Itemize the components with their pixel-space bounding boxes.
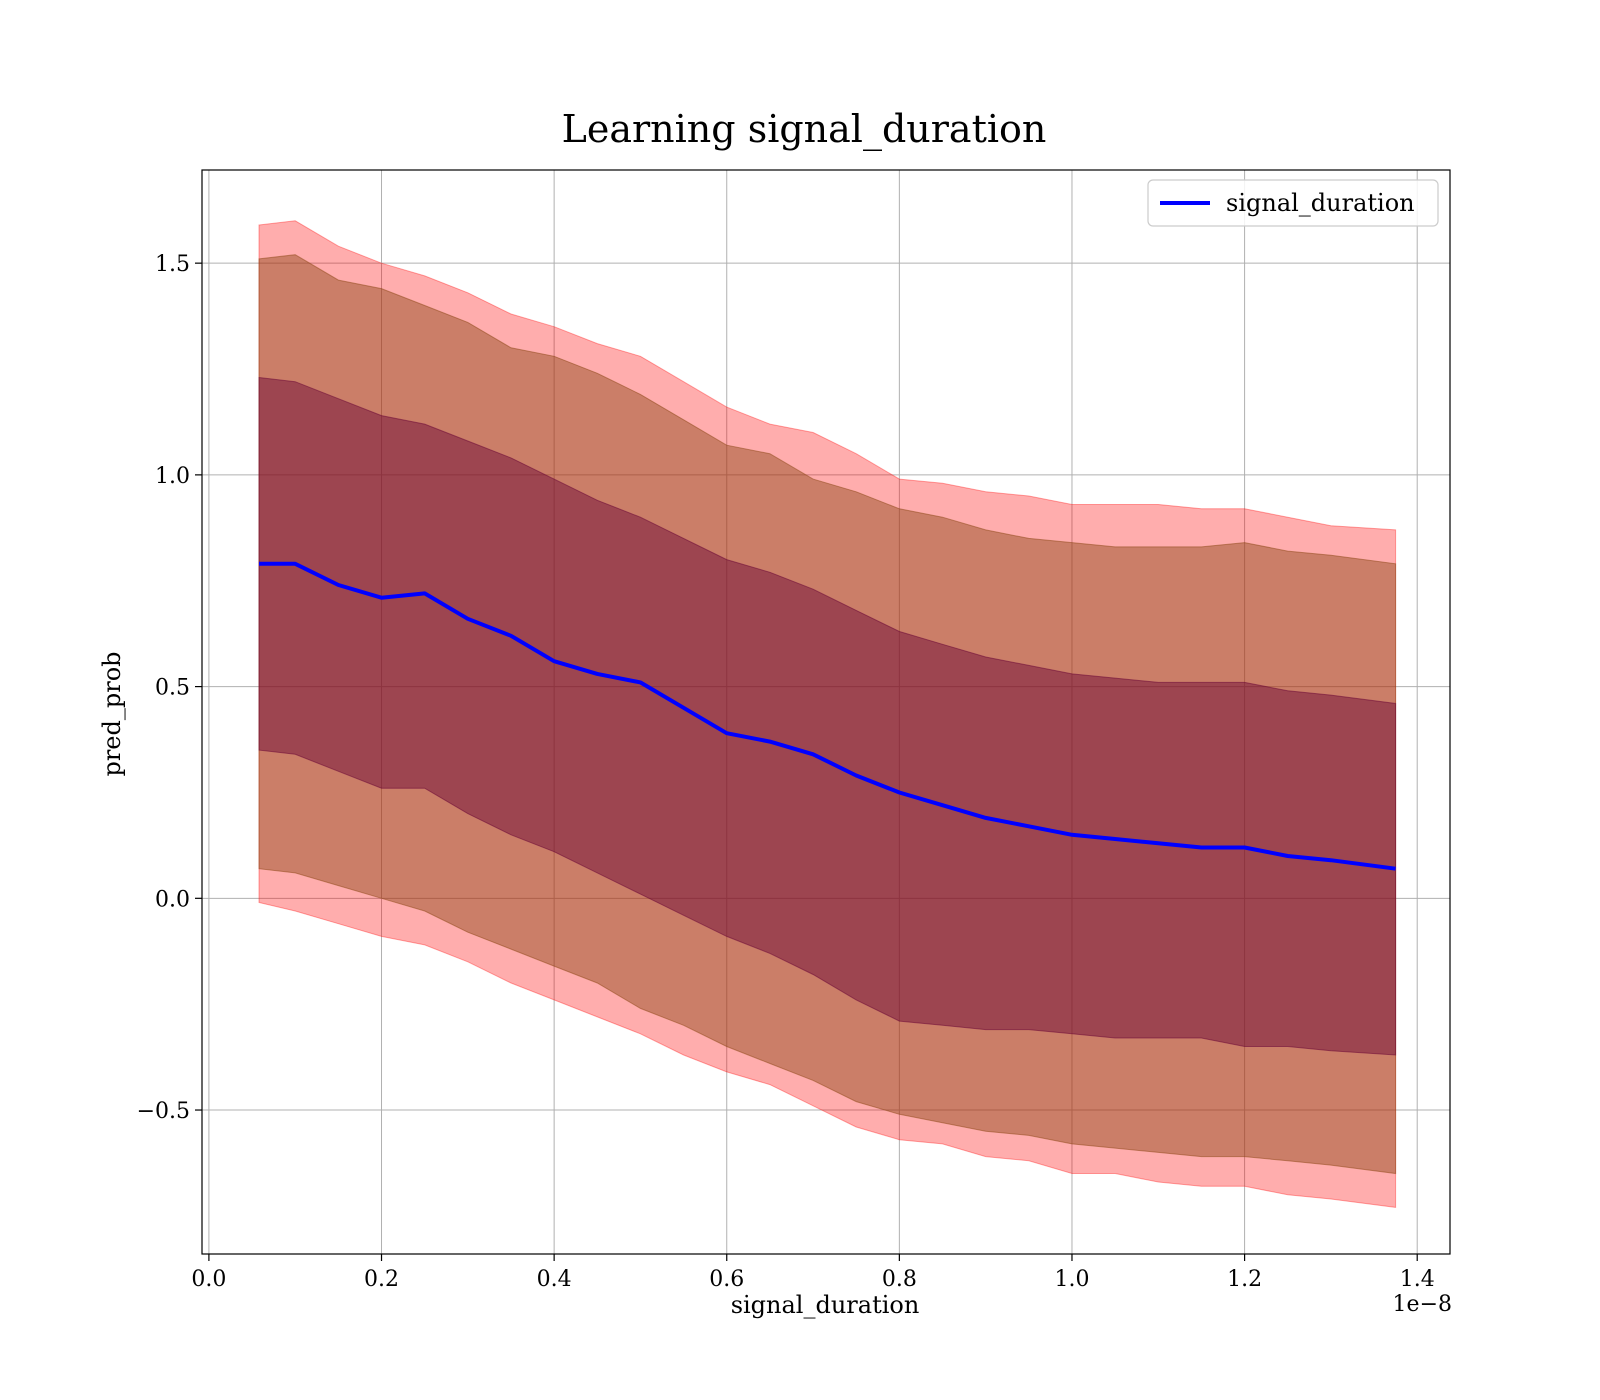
legend-box: [1147, 179, 1439, 227]
y-tick-label-3: 1.0: [155, 464, 190, 489]
x-tick-label-5: 1.0: [1054, 1267, 1089, 1292]
y-tick-label-2: 0.5: [155, 676, 190, 701]
y-axis-label: pred_prob: [98, 651, 126, 776]
plot-area: 0.0 0.2 0.4 0.6 0.8 1.0 1.2 1.4 −0.5 0.0 0.5 1.0 1.5…: [137, 169, 1451, 1292]
y-tick-label-0: −0.5: [137, 1099, 190, 1124]
band-2sd: [258, 254, 1397, 1175]
band-1sd: [258, 376, 1397, 1056]
x-tick-label-0: 0.0: [191, 1267, 226, 1292]
legend-label-signal-duration: signal_duration: [1226, 189, 1415, 217]
x-tick-label-7: 1.4: [1400, 1267, 1435, 1292]
chart-title: Learning signal_duration: [562, 107, 1047, 152]
y-tick-label-1: 0.0: [155, 887, 190, 912]
x-tick-label-6: 1.2: [1227, 1267, 1262, 1292]
x-tick-label-4: 0.8: [882, 1267, 917, 1292]
x-tick-label-3: 0.6: [709, 1267, 744, 1292]
x-tick-label-2: 0.4: [537, 1267, 572, 1292]
x-axis-offset-label: 1e−8: [1393, 1292, 1452, 1317]
series-line-signal-duration: [259, 561, 1396, 871]
band-3sd: [258, 220, 1397, 1208]
axes-frame: [201, 169, 1451, 1255]
x-tick-label-1: 0.2: [364, 1267, 399, 1292]
x-axis-label: signal_duration: [731, 1291, 920, 1319]
y-tick-label-4: 1.5: [155, 252, 190, 277]
